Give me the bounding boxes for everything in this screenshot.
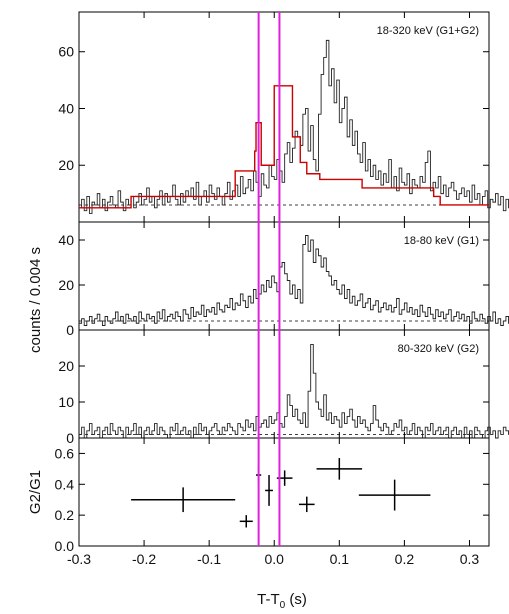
y-tick-label: 0.4 (55, 476, 75, 492)
error-bar-point (358, 479, 431, 511)
x-tick-label: 0.3 (460, 551, 480, 567)
x-tick-label: -0.2 (132, 551, 156, 567)
panel-label: 18-80 keV (G1) (404, 235, 479, 247)
x-tick-label: 0.1 (330, 551, 350, 567)
panel-2: 0 20 40 18-80 keV (G1) (58, 221, 509, 338)
x-tick-label: 0.0 (265, 551, 285, 567)
panel-1: 20 40 60 18-320 keV (G1+G2) (58, 11, 509, 223)
panel-frame (78, 11, 490, 223)
y-tick-label: 20 (58, 157, 74, 173)
panel-label: 80-320 keV (G2) (398, 343, 479, 355)
x-axis-title-unit: (s) (285, 591, 307, 608)
model-step-line (79, 85, 489, 209)
histogram-series (79, 39, 509, 214)
x-tick-label: -0.3 (67, 551, 91, 567)
y-tick-label: 40 (58, 100, 74, 116)
panel-y-axis-title: G2/G1 (27, 470, 44, 514)
error-bar-point (265, 475, 273, 506)
y-tick-label: 0 (66, 322, 74, 338)
y-tick-label: 40 (58, 232, 74, 248)
x-tick-label: -0.1 (197, 551, 221, 567)
error-bar-point (131, 487, 236, 513)
x-axis-title: T-T0 (s) (257, 591, 307, 611)
y-tick-label: 0.2 (55, 507, 75, 523)
error-bar-point (298, 496, 315, 513)
panel-frame (78, 437, 490, 547)
error-bar-point (239, 515, 253, 528)
x-axis: -0.3 -0.2 -0.1 0.0 0.1 0.2 0.3 (67, 551, 479, 567)
y-axis-title: counts / 0.004 s (27, 247, 44, 353)
panel-label: 18-320 keV (G1+G2) (377, 25, 479, 37)
x-tick-label: 0.2 (395, 551, 415, 567)
y-tick-label: 0 (66, 430, 74, 446)
panel-4: 0.0 0.2 0.4 0.6 G2/G1 (27, 437, 490, 554)
x-axis-title-sub: 0 (280, 600, 286, 611)
chart-panels: 20 40 60 18-320 keV (G1+G2) 0 20 40 18-80 keV (… (27, 11, 509, 554)
x-axis-title-main: T-T (257, 591, 280, 608)
y-tick-label: 0.6 (55, 445, 75, 461)
error-bar-point (316, 458, 363, 480)
vertical-markers (257, 12, 281, 546)
y-tick-label: 20 (58, 277, 74, 293)
y-tick-label: 60 (58, 44, 74, 60)
y-tick-label: 10 (58, 394, 74, 410)
y-tick-label: 0.0 (55, 538, 75, 554)
histogram-series (79, 343, 509, 439)
panel-3: 0 10 20 80-320 keV (G2) (58, 329, 509, 446)
y-tick-label: 20 (58, 358, 74, 374)
histogram-series (79, 235, 509, 326)
